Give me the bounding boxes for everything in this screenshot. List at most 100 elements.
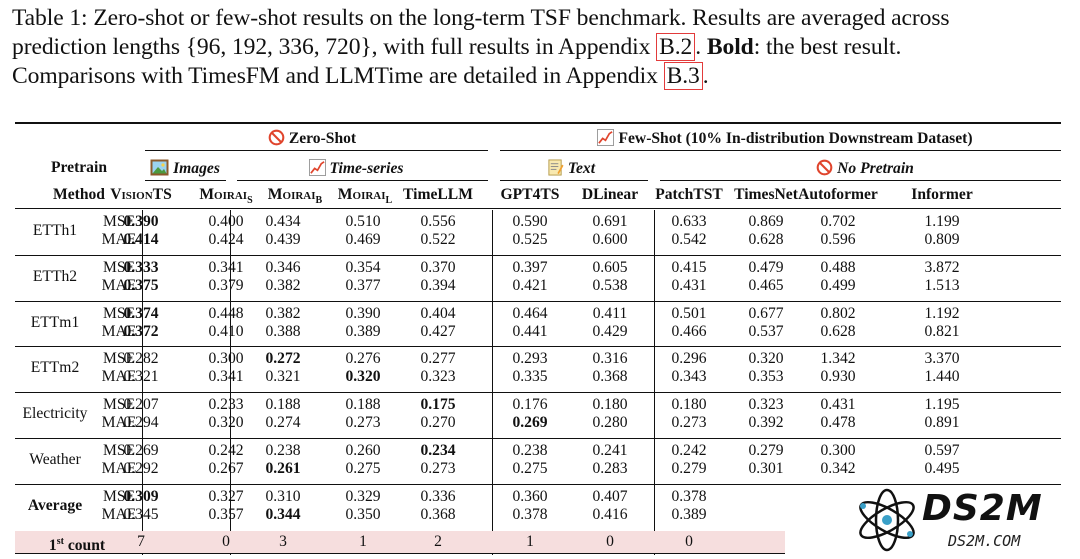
header-zero-shot: Zero-Shot (182, 129, 442, 151)
cell-ettm2-mse: 0.276 (345, 350, 381, 368)
cell-ettm1-mse: 0.501 (671, 304, 707, 322)
cell-etth1-mae: 0.424 (208, 231, 244, 248)
cell-ettm1-mae: 0.821 (924, 322, 960, 340)
rule-under-no-pretrain (660, 180, 1061, 181)
row-separator (15, 438, 1061, 439)
cell-average-mae: 0.368 (420, 505, 456, 523)
cell-average-mse: 0.360 (512, 487, 548, 505)
dataset-name-etth2: ETTh2 (32, 267, 78, 285)
cell-ettm1-mae: 0.537 (748, 322, 784, 340)
header-text: Text (521, 159, 621, 181)
count-row-highlight (15, 530, 785, 553)
cell-ettm2-mae: 0.321 (123, 368, 159, 386)
cell-etth2-mse: 0.333 (123, 258, 159, 276)
header-few-shot: Few-Shot (10% In-distribution Downstream… (525, 129, 1045, 151)
caption-line-3b: . (702, 63, 709, 89)
model-header-moirai-s: MoiraiS (199, 186, 253, 207)
cell-ettm2-mse: 0.316 (592, 350, 628, 368)
cell-ettm2-mae: 0.353 (748, 368, 784, 386)
cell-ettm1-mse: 0.374 (123, 304, 159, 322)
cell-etth2-mse: 0.605 (592, 258, 628, 276)
rule-under-time-series (237, 180, 488, 181)
ds2m-watermark: DS2M DS2M.COM (852, 486, 1072, 554)
model-header-autoformer: Autoformer (798, 186, 878, 203)
model-header-moirai-l: MoiraiL (337, 186, 393, 207)
cell-ettm2-mae: 0.323 (420, 368, 456, 386)
cell-electricity-mae: 0.294 (123, 414, 159, 432)
cell-ettm2-mse: 0.300 (208, 350, 244, 368)
cell-weather-mae: 0.275 (512, 460, 548, 477)
cell-etth1-mae: 0.525 (512, 231, 548, 248)
cell-ettm2-mae: 0.368 (592, 368, 628, 386)
cell-weather-mse: 0.238 (265, 442, 301, 459)
cell-electricity-mse: 0.431 (820, 396, 856, 414)
header-text-text: Text (567, 160, 596, 177)
chart-increasing-icon (308, 159, 326, 181)
cell-ettm2-mse: 0.293 (512, 350, 548, 368)
model-header-visionts: VisionTS (110, 186, 172, 203)
header-time-series: Time-series (276, 159, 436, 181)
cell-average-mse: 0.329 (345, 487, 381, 505)
dataset-name-average: Average (27, 496, 83, 514)
row-separator (15, 346, 1061, 348)
appendix-link-b2[interactable]: B.2 (656, 33, 696, 61)
cell-electricity-mae: 0.280 (592, 414, 628, 432)
header-time-series-text: Time-series (329, 160, 404, 177)
cell-etth2-mae: 1.513 (924, 276, 960, 294)
cell-etth1-mse: 0.434 (265, 213, 301, 230)
cell-etth2-mse: 0.415 (671, 258, 707, 276)
dataset-name-ettm2: ETTm2 (30, 359, 80, 377)
row-separator (15, 392, 1061, 393)
header-pretrain: Pretrain (50, 159, 107, 176)
cell-weather-mae: 0.275 (345, 460, 381, 477)
cell-etth1-mae: 0.414 (123, 231, 159, 248)
cell-ettm1-mae: 0.429 (592, 322, 628, 340)
cell-electricity-mse: 0.188 (265, 396, 301, 414)
cell-ettm2-mse: 0.320 (748, 350, 784, 368)
cell-electricity-mae: 0.273 (671, 414, 707, 432)
vertical-rule-text (654, 210, 655, 555)
vertical-rule-labels (142, 210, 143, 555)
cell-etth1-mae: 0.439 (265, 231, 301, 248)
cell-average-mse: 0.378 (671, 487, 707, 505)
cell-etth1-mae: 0.628 (748, 231, 784, 248)
cell-etth1-mae: 0.469 (345, 231, 381, 248)
model-header-patchtst: PatchTST (655, 186, 723, 203)
cell-etth2-mae: 0.377 (345, 276, 381, 294)
count-value: 0 (606, 532, 614, 550)
dataset-name-weather: Weather (29, 451, 81, 468)
cell-etth2-mae: 0.382 (265, 276, 301, 294)
count-value: 1 (359, 532, 367, 550)
model-header-dlinear: DLinear (581, 186, 639, 203)
cell-electricity-mse: 0.233 (208, 396, 244, 414)
dataset-name-ettm1: ETTm1 (30, 313, 80, 331)
rule-under-text (500, 180, 648, 181)
cell-electricity-mse: 0.207 (123, 396, 159, 414)
cell-etth1-mae: 0.542 (671, 231, 707, 248)
cell-ettm1-mse: 0.404 (420, 304, 456, 322)
cell-weather-mae: 0.292 (123, 460, 159, 477)
cell-electricity-mae: 0.270 (420, 414, 456, 432)
cell-average-mae: 0.378 (512, 505, 548, 523)
cell-average-mae: 0.389 (671, 505, 707, 523)
cell-etth2-mse: 0.479 (748, 258, 784, 276)
caption-line-2a: prediction lengths {96, 192, 336, 720}, … (12, 34, 657, 60)
metric-label-mae: MAE (101, 460, 137, 477)
count-value: 0 (222, 532, 230, 550)
cell-average-mae: 0.357 (208, 505, 244, 523)
cell-etth1-mae: 0.596 (820, 231, 856, 248)
model-header-informer: Informer (911, 186, 973, 203)
cell-ettm2-mae: 0.341 (208, 368, 244, 386)
cell-etth1-mse: 0.390 (123, 213, 159, 230)
appendix-link-b3[interactable]: B.3 (663, 62, 703, 90)
cell-ettm1-mse: 0.464 (512, 304, 548, 322)
cell-etth1-mae: 0.522 (420, 231, 456, 248)
dataset-name-etth1: ETTh1 (32, 222, 78, 239)
count-value: 3 (279, 532, 287, 550)
memo-icon (547, 159, 564, 181)
cell-ettm1-mse: 0.390 (345, 304, 381, 322)
cell-etth2-mae: 0.431 (671, 276, 707, 294)
cell-ettm2-mae: 1.440 (924, 368, 960, 386)
cell-etth1-mse: 0.556 (420, 213, 456, 230)
cell-ettm2-mae: 0.343 (671, 368, 707, 386)
